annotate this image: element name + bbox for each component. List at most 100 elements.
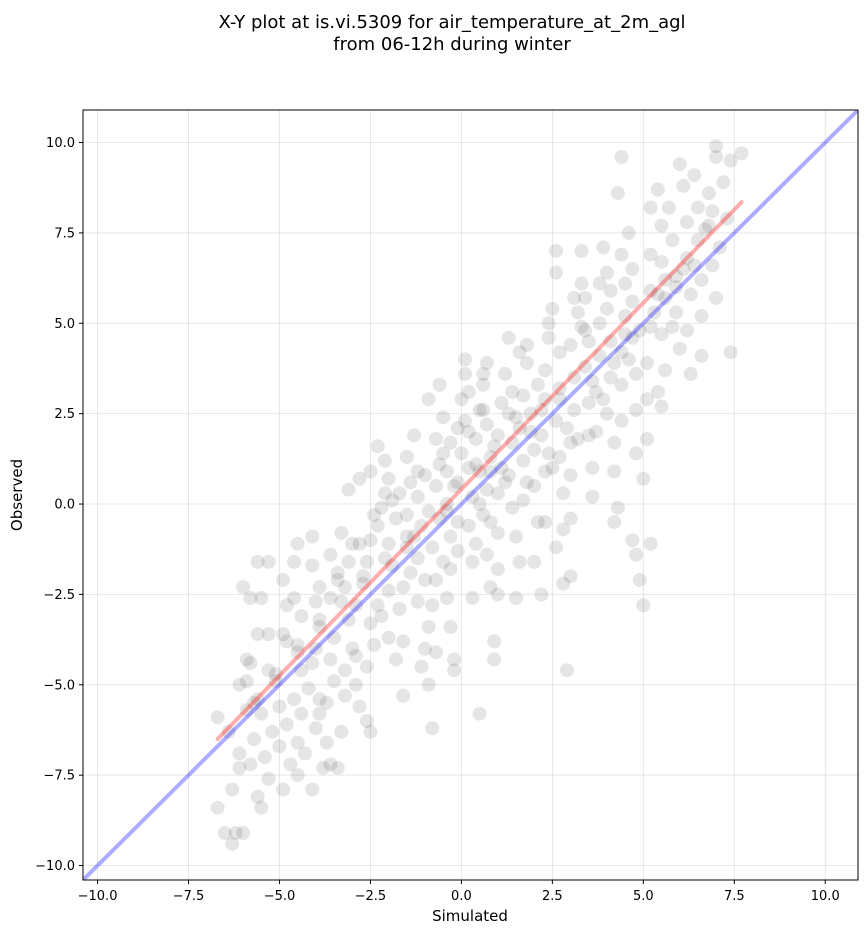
scatter-point [709, 149, 724, 164]
scatter-point [596, 392, 611, 407]
scatter-point [607, 515, 622, 530]
scatter-point [421, 677, 436, 692]
scatter-point [352, 471, 367, 486]
scatter-point [403, 565, 418, 580]
scatter-point [290, 735, 305, 750]
scatter-point [705, 204, 720, 219]
scatter-point [490, 587, 505, 602]
scatter-point [618, 276, 633, 291]
scatter-point [563, 337, 578, 352]
scatter-point [472, 706, 487, 721]
scatter-point [418, 468, 433, 483]
scatter-point [676, 178, 691, 193]
scatter-point [461, 460, 476, 475]
scatter-point [650, 384, 665, 399]
scatter-point [450, 515, 465, 530]
scatter-point [250, 554, 265, 569]
scatter-point [341, 612, 356, 627]
scatter-point [287, 554, 302, 569]
scatter-point [519, 475, 534, 490]
scatter-point [432, 511, 447, 526]
chart-title-line-1: X-Y plot at is.vi.5309 for air_temperatu… [218, 12, 685, 33]
scatter-point [330, 760, 345, 775]
scatter-point [232, 746, 247, 761]
scatter-point [450, 475, 465, 490]
scatter-point [381, 630, 396, 645]
scatter-points [210, 139, 749, 851]
scatter-point [396, 688, 411, 703]
scatter-point [432, 457, 447, 472]
scatter-point [370, 598, 385, 613]
scatter-point [599, 406, 614, 421]
y-tick-label: 2.5 [54, 407, 75, 422]
scatter-point [461, 384, 476, 399]
scatter-point [367, 638, 382, 653]
scatter-point [490, 562, 505, 577]
x-tick-label: 7.5 [724, 889, 745, 904]
scatter-point [327, 674, 342, 689]
scatter-point [603, 334, 618, 349]
scatter-point [690, 233, 705, 248]
scatter-point [261, 771, 276, 786]
scatter-point [374, 609, 389, 624]
scatter-point [574, 276, 589, 291]
scatter-point [479, 547, 494, 562]
scatter-point [549, 413, 564, 428]
scatter-point [454, 446, 469, 461]
regression-line [215, 200, 744, 742]
scatter-point [345, 536, 360, 551]
scatter-point [603, 283, 618, 298]
scatter-point [472, 464, 487, 479]
scatter-point [556, 486, 571, 501]
scatter-point [392, 486, 407, 501]
scatter-point [308, 641, 323, 656]
scatter-point [407, 428, 422, 443]
scatter-point [541, 330, 556, 345]
scatter-point [479, 482, 494, 497]
scatter-point [636, 471, 651, 486]
scatter-point [377, 453, 392, 468]
scatter-point [323, 757, 338, 772]
scatter-point [348, 677, 363, 692]
scatter-point [381, 471, 396, 486]
scatter-point [679, 323, 694, 338]
scatter-point [516, 493, 531, 508]
scatter-point [658, 363, 673, 378]
scatter-point [549, 540, 564, 555]
scatter-point [243, 591, 258, 606]
scatter-point [494, 395, 509, 410]
scatter-point [323, 652, 338, 667]
scatter-point [399, 450, 414, 465]
scatter-point [614, 149, 629, 164]
scatter-point [396, 580, 411, 595]
scatter-point [468, 536, 483, 551]
plot-frame [82, 109, 859, 881]
scatter-point [472, 497, 487, 512]
scatter-point [643, 283, 658, 298]
y-tick-label: −2.5 [43, 588, 75, 603]
scatter-point [345, 641, 360, 656]
scatter-point [247, 732, 262, 747]
scatter-point [690, 200, 705, 215]
scatter-point [428, 431, 443, 446]
scatter-point [210, 710, 225, 725]
scatter-point [585, 489, 600, 504]
scatter-point [458, 413, 473, 428]
scatter-point [523, 424, 538, 439]
scatter-point [447, 652, 462, 667]
scatter-point [592, 276, 607, 291]
scatter-point [403, 475, 418, 490]
scatter-point [312, 612, 327, 627]
scatter-point [334, 525, 349, 540]
scatter-point [363, 724, 378, 739]
scatter-point [287, 692, 302, 707]
scatter-point [567, 290, 582, 305]
scatter-point [312, 580, 327, 595]
scatter-point [487, 439, 502, 454]
scatter-point [527, 554, 542, 569]
scatter-point [581, 428, 596, 443]
scatter-point [676, 262, 691, 277]
scatter-point [610, 500, 625, 515]
scatter-point [330, 572, 345, 587]
scatter-point [261, 663, 276, 678]
